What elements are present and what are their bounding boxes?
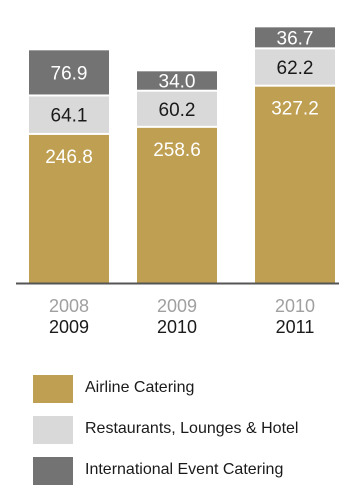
- data-label: 60.2: [159, 100, 196, 121]
- x-tick-label-top: 2008: [49, 296, 89, 316]
- legend-label: Restaurants, Lounges & Hotel: [85, 420, 299, 437]
- bar-segment-2-2010: [255, 49, 335, 85]
- legend-swatch: [33, 375, 73, 403]
- bar-segment-1-2010: [255, 86, 335, 284]
- data-label: 62.2: [277, 58, 314, 79]
- bar-segment-1-2009: [137, 127, 217, 283]
- x-tick-label-bottom: 2011: [276, 317, 315, 337]
- data-label: 258.6: [153, 140, 201, 161]
- bar-segment-3-2010: [255, 27, 335, 48]
- legend-swatch: [33, 416, 73, 444]
- legend-label: Airline Catering: [85, 379, 195, 396]
- bar-segment-2-2009: [137, 91, 217, 126]
- legend-swatch: [33, 457, 73, 485]
- bar-segment-3-2009: [137, 71, 217, 90]
- x-tick-label-top: 2009: [157, 296, 197, 316]
- x-tick-label-bottom: 2009: [49, 317, 89, 337]
- bar-segment-3-2008: [29, 50, 109, 95]
- data-label: 246.8: [45, 147, 93, 168]
- data-label: 64.1: [51, 106, 88, 127]
- legend-label: International Event Catering: [85, 461, 284, 478]
- bar-segment-2-2008: [29, 96, 109, 133]
- bar-segment-1-2008: [29, 134, 109, 283]
- x-tick-label-bottom: 2010: [157, 317, 197, 337]
- x-tick-label-top: 2010: [275, 296, 315, 316]
- data-label: 36.7: [277, 28, 314, 49]
- data-label: 76.9: [51, 63, 88, 84]
- stacked-bar-chart: 246.864.176.920082009258.660.234.0200920…: [16, 27, 339, 337]
- data-label: 34.0: [159, 72, 196, 93]
- data-label: 327.2: [271, 99, 319, 120]
